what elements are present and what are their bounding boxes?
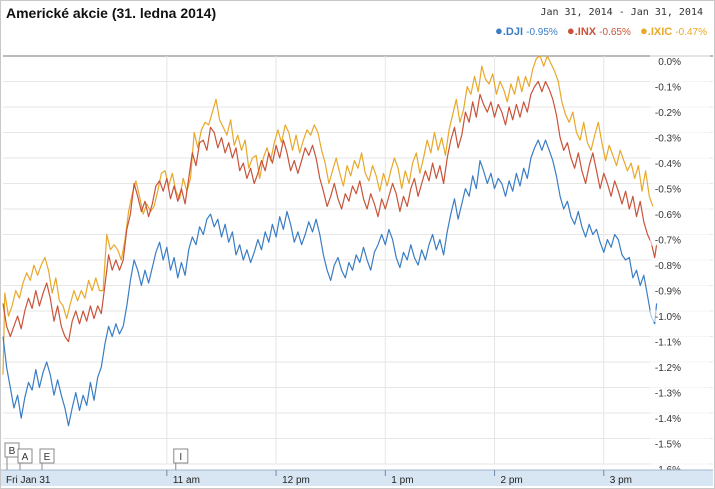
y-tick-label: -0.4% [655, 159, 681, 170]
y-tick-bg [650, 259, 710, 271]
date-range[interactable]: Jan 31, 2014 - Jan 31, 2014 [540, 7, 703, 18]
y-tick-label: -1.4% [655, 414, 681, 425]
event-marker-label: B [9, 446, 16, 457]
legend-item-ixic[interactable]: ●.IXIC -0.47% [639, 23, 707, 38]
y-tick-label: -1.3% [655, 389, 681, 400]
y-tick-label: -0.9% [655, 287, 681, 298]
y-tick-label: -0.2% [655, 108, 681, 119]
y-tick-bg [650, 335, 710, 348]
legend: ●.DJI -0.95% ●.INX -0.65% ●.IXIC -0.47% [489, 23, 707, 38]
y-tick-bg [650, 386, 710, 399]
event-marker-a[interactable]: A [17, 448, 33, 470]
y-tick-bg [650, 106, 710, 118]
legend-item-inx[interactable]: ●.INX -0.65% [566, 23, 631, 38]
y-tick-bg [650, 131, 710, 144]
legend-dot-icon: ● [566, 23, 575, 38]
legend-name: .DJI [502, 26, 524, 38]
y-tick-label: -0.1% [655, 83, 681, 94]
y-tick-bg [650, 233, 710, 246]
event-marker-e[interactable]: E [39, 448, 55, 470]
y-axis: 0.0% -0.1% -0.2% -0.3% -0.4% -0.5% -0.6% -0.7% -… [650, 55, 710, 476]
x-tick-label: Fri Jan 31 [6, 475, 51, 486]
event-markers: BA E I [4, 442, 189, 470]
event-marker-box [173, 448, 189, 464]
y-tick-label: 0.0% [658, 57, 681, 68]
legend-item-dji[interactable]: ●.DJI -0.95% [495, 23, 558, 38]
legend-name: .IXIC [647, 26, 673, 38]
y-tick-bg [650, 208, 710, 220]
event-marker-i[interactable]: I [173, 448, 189, 470]
legend-dot-icon: ● [495, 23, 503, 38]
legend-change: -0.65% [599, 27, 631, 38]
y-tick-bg [650, 55, 710, 67]
x-tick-label: 2 pm [501, 475, 523, 486]
y-tick-bg [650, 361, 710, 373]
event-marker-box [39, 448, 55, 464]
y-tick-bg [650, 182, 710, 195]
y-tick-bg [650, 310, 710, 322]
y-tick-label: -0.7% [655, 236, 681, 247]
y-tick-label: -0.3% [655, 134, 681, 145]
event-marker-box [17, 448, 33, 464]
y-tick-label: -0.8% [655, 261, 681, 272]
event-marker-b[interactable]: B [4, 442, 20, 470]
series-lines [2, 55, 658, 427]
y-tick-label: -0.5% [655, 185, 681, 196]
x-tick-label: 3 pm [610, 475, 632, 486]
x-tick-label: 1 pm [391, 475, 413, 486]
series-line-ixic [2, 55, 654, 375]
y-tick-bg [650, 437, 710, 450]
x-axis-band [1, 470, 713, 486]
event-marker-label: I [179, 452, 182, 463]
series-line-inx [2, 80, 658, 343]
y-tick-label: -1.2% [655, 363, 681, 374]
x-tick-label: 11 am [173, 475, 200, 486]
series-line-dji [2, 139, 658, 427]
event-marker-label: E [44, 452, 51, 463]
chart-title: Americké akcie (31. ledna 2014) [6, 5, 217, 21]
legend-change: -0.95% [526, 27, 558, 38]
y-tick-bg [650, 80, 710, 93]
y-tick-bg [650, 284, 710, 297]
y-tick-bg [650, 412, 710, 424]
y-tick-bg [650, 157, 710, 169]
y-tick-label: -0.6% [655, 210, 681, 221]
x-tick-label: 12 pm [282, 475, 310, 486]
y-tick-label: -1.1% [655, 338, 681, 349]
y-tick-label: -1.5% [655, 440, 681, 451]
legend-name: .INX [574, 26, 597, 38]
x-axis: Fri Jan 31 11 am 12 pm 1 pm 2 pm 3 pm [1, 469, 713, 486]
y-tick-label: -1.0% [655, 312, 681, 323]
event-marker-label: A [22, 452, 29, 463]
legend-change: -0.47% [675, 27, 707, 38]
legend-dot-icon: ● [639, 23, 648, 38]
